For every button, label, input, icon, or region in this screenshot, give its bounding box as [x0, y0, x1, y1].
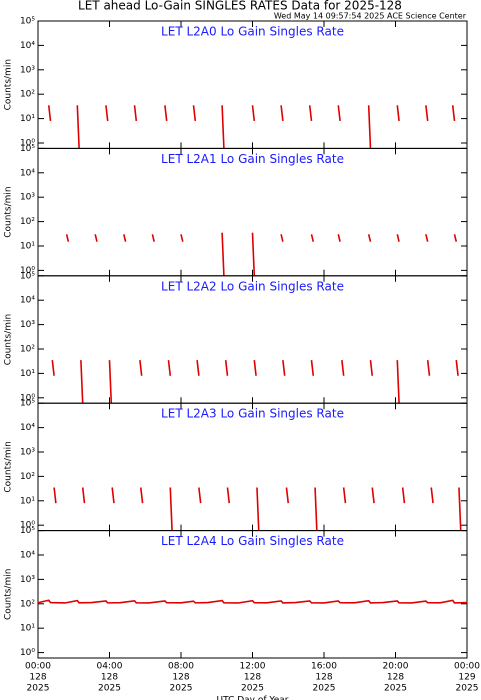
panel-title: LET L2A0 Lo Gain Singles Rate [161, 25, 344, 39]
x-tick-year: 2025 [98, 684, 121, 694]
x-tick-year: 2025 [170, 684, 193, 694]
y-tick-label: 10³ [20, 193, 35, 203]
y-tick-label: 10³ [20, 65, 35, 75]
panel-title: LET L2A1 Lo Gain Singles Rate [161, 152, 344, 166]
x-tick-label: 20:00 [383, 662, 409, 672]
x-tick-label: 00:00 [25, 662, 51, 672]
x-tick-day: 128 [172, 673, 189, 683]
y-tick-label: 10⁰ [20, 266, 35, 276]
panel-title: LET L2A4 Lo Gain Singles Rate [161, 534, 344, 548]
y-tick-label: 10⁴ [20, 296, 35, 306]
x-tick-year: 2025 [313, 684, 336, 694]
plot-frame [37, 20, 468, 149]
y-tick-label: 10⁰ [20, 138, 35, 148]
y-tick-label: 10¹ [20, 114, 35, 124]
y-tick-label: 10⁵ [20, 271, 35, 281]
y-tick-label: 10¹ [20, 369, 35, 379]
y-tick-label: 10⁴ [20, 550, 35, 560]
x-tick-label: 16:00 [311, 662, 337, 672]
y-tick-label: 10³ [20, 320, 35, 330]
x-tick-day: 128 [101, 673, 118, 683]
x-axis-label: UTC Day of Year [217, 696, 289, 700]
y-tick-label: 10² [20, 599, 35, 609]
y-tick-label: 10² [20, 217, 35, 227]
y-tick-label: 10⁰ [20, 648, 35, 658]
y-tick-label: 10¹ [20, 496, 35, 506]
y-tick-label: 10³ [20, 447, 35, 457]
y-axis-label: Counts/min [4, 186, 14, 237]
y-tick-label: 10⁵ [20, 144, 35, 154]
panel-title: LET L2A3 Lo Gain Singles Rate [161, 407, 344, 421]
data-line [51, 360, 459, 404]
y-tick-label: 10⁵ [20, 526, 35, 536]
y-tick-label: 10¹ [20, 624, 35, 634]
plot-frame [37, 402, 468, 532]
x-tick-year: 2025 [456, 684, 479, 694]
y-axis-label: Counts/min [4, 441, 14, 492]
y-tick-label: 10⁴ [20, 41, 35, 51]
x-tick-day: 128 [244, 673, 261, 683]
y-tick-label: 10² [20, 90, 35, 100]
y-axis-label: Counts/min [4, 59, 14, 110]
data-line [53, 487, 462, 531]
x-tick-year: 2025 [27, 684, 50, 694]
timestamp: Wed May 14 09:57:54 2025 ACE Science Cen… [274, 12, 467, 21]
y-tick-label: 10¹ [20, 241, 35, 251]
y-tick-label: 10⁴ [20, 423, 35, 433]
panel-title: LET L2A2 Lo Gain Singles Rate [161, 279, 344, 293]
y-axis-label: Counts/min [4, 569, 14, 620]
data-line [37, 599, 468, 604]
plot-frame [37, 147, 468, 277]
x-tick-day: 128 [29, 673, 46, 683]
y-tick-label: 10⁰ [20, 521, 35, 531]
plot-frame [37, 275, 468, 404]
data-line [47, 105, 456, 149]
y-tick-label: 10⁵ [20, 17, 35, 27]
x-tick-label: 00:00 [454, 662, 480, 672]
y-tick-label: 10⁵ [20, 399, 35, 409]
x-tick-label: 08:00 [168, 662, 194, 672]
x-tick-day: 129 [458, 673, 475, 683]
x-tick-day: 128 [315, 673, 332, 683]
y-tick-label: 10² [20, 472, 35, 482]
x-tick-label: 12:00 [240, 662, 266, 672]
x-tick-label: 04:00 [97, 662, 123, 672]
x-tick-year: 2025 [241, 684, 264, 694]
y-tick-label: 10² [20, 344, 35, 354]
y-axis-label: Counts/min [4, 314, 14, 365]
data-line [65, 232, 458, 276]
plot-frame [37, 530, 468, 659]
x-tick-year: 2025 [384, 684, 407, 694]
x-tick-day: 128 [387, 673, 404, 683]
y-tick-label: 10⁰ [20, 393, 35, 403]
page-title: LET ahead Lo-Gain SINGLES RATES Data for… [78, 0, 402, 13]
y-tick-label: 10⁴ [20, 168, 35, 178]
y-tick-label: 10³ [20, 575, 35, 585]
